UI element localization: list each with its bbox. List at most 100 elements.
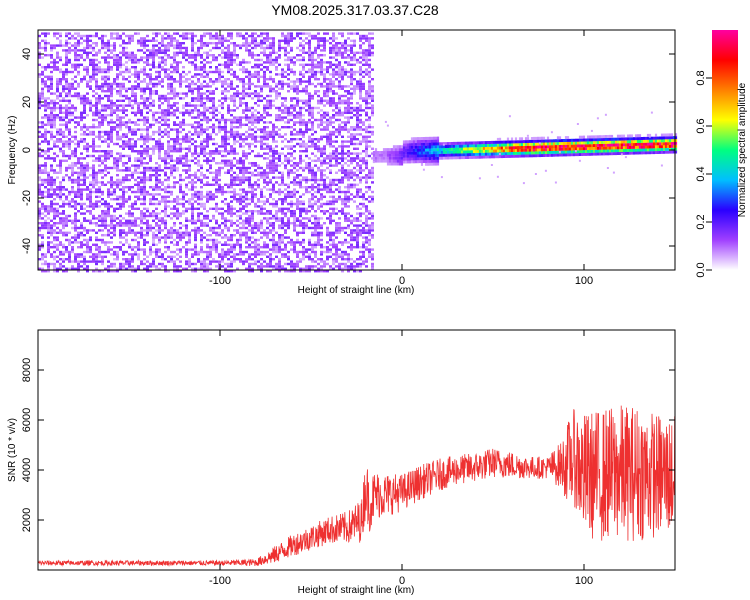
spectrogram-cell [227,169,230,172]
spectrogram-cell [197,267,200,270]
spectrogram-cell [302,142,305,146]
spectrogram-cell [92,46,95,50]
spectrogram-cell [308,238,311,242]
spectrogram-cell [260,114,263,117]
spectrogram-cell [230,238,233,242]
spectrogram-cell [203,70,206,74]
spectrogram-cell [269,85,272,88]
spectrogram-cell [119,63,122,66]
spectrogram-cell [230,63,233,66]
spectrogram-cell [284,39,287,42]
spectrogram-cell [263,73,266,76]
spectrogram-cell [80,97,83,100]
spectrogram-cell [56,214,59,218]
spectrogram-cell [302,58,305,62]
spectrogram-cell [104,42,107,45]
spectrogram-cell [128,198,131,201]
spectrogram-cell [170,75,173,78]
spectrogram-cell [245,44,248,47]
spectrogram-cell [44,109,47,112]
spectrogram-cell [242,80,245,83]
spectrogram-cell [179,186,182,189]
spectrogram-cell [137,231,140,234]
spectrogram-cell [284,70,287,74]
spectrogram-cell [260,85,263,88]
spectrogram-cell [71,190,74,194]
spectrogram-cell [143,176,146,179]
spectrogram-cell [287,224,290,227]
spectrogram-cell [167,133,170,136]
spectrogram-cell [251,262,254,266]
spectrogram-cell [173,68,176,71]
spectrogram-cell [266,198,269,201]
spectrogram-cell [164,63,167,66]
spectrogram-cell [263,229,266,232]
spectrogram-cell [143,267,146,270]
spectrogram-cell [203,217,206,220]
spectrogram-cell [263,246,266,249]
spectrogram-cell [290,32,293,35]
spectrogram-cell [146,166,149,170]
spectrogram-cell [89,39,92,42]
spectrogram-cell [266,217,269,220]
spectrogram-cell [272,130,275,134]
spectrogram-cell [221,154,224,158]
spectrogram-cell [167,246,170,249]
spectrogram-cell [110,126,113,129]
spectrogram-cell [128,56,131,59]
spectrogram-cell [236,44,239,47]
spectrogram-cell [116,114,119,117]
spectrogram-cell [128,97,131,100]
spectrogram-cell [209,99,212,102]
spectrogram-cell [215,260,218,263]
spectrogram-cell [98,51,101,54]
spectrogram-cell [152,174,155,177]
spectrogram-cell [95,85,98,88]
spectrogram-cell [74,106,77,110]
spectrogram-cell [41,135,44,138]
spectrogram-cell [284,154,287,158]
spectrogram-cell [188,54,191,57]
spectrogram-cell [197,250,200,254]
spectrogram-cell [56,260,59,263]
spectrogram-cell [71,186,74,189]
spectrogram-cell [44,166,47,170]
spectrogram-cell [305,162,308,165]
spectrogram-cell [185,248,188,251]
spectrogram-cell [59,193,62,196]
spectrogram-cell [62,217,65,220]
spectrogram-cell [266,121,269,124]
spectrogram-cell [254,210,257,213]
spectrogram-cell [269,78,272,81]
spectrogram-cell [95,51,98,54]
spectrogram-cell [173,90,176,93]
spectrogram-cell [185,34,188,38]
spectrogram-cell [200,97,203,100]
spectrogram-cell [89,229,92,232]
spectrogram-cell [257,243,260,246]
spectrogram-cell [101,106,104,110]
spectrogram-cell [266,246,269,249]
spectrogram-cell [65,248,68,251]
spectrogram-cell [263,253,266,256]
spectrogram-cell [230,248,233,251]
spectrogram-cell [227,152,230,155]
spectrogram-cell [92,54,95,57]
spectrogram-cell [95,66,98,69]
spectrogram-cell [254,32,257,35]
spectrogram-cell [179,142,182,146]
spectrogram-cell [56,85,59,88]
spectrogram-cell [143,104,146,107]
spectrogram-cell [287,202,290,206]
spectrogram-cell [92,174,95,177]
spectrogram-cell [59,42,62,45]
spectrogram-cell [212,111,215,114]
spectrogram-cell [68,118,71,122]
spectrogram-cell [206,128,209,131]
spectrogram-cell [197,176,200,179]
spectrogram-cell [86,219,89,222]
spectrogram-cell [47,195,50,198]
spectrogram-cell [257,63,260,66]
spectrogram-cell [158,229,161,232]
spectrogram-cell [182,234,185,237]
